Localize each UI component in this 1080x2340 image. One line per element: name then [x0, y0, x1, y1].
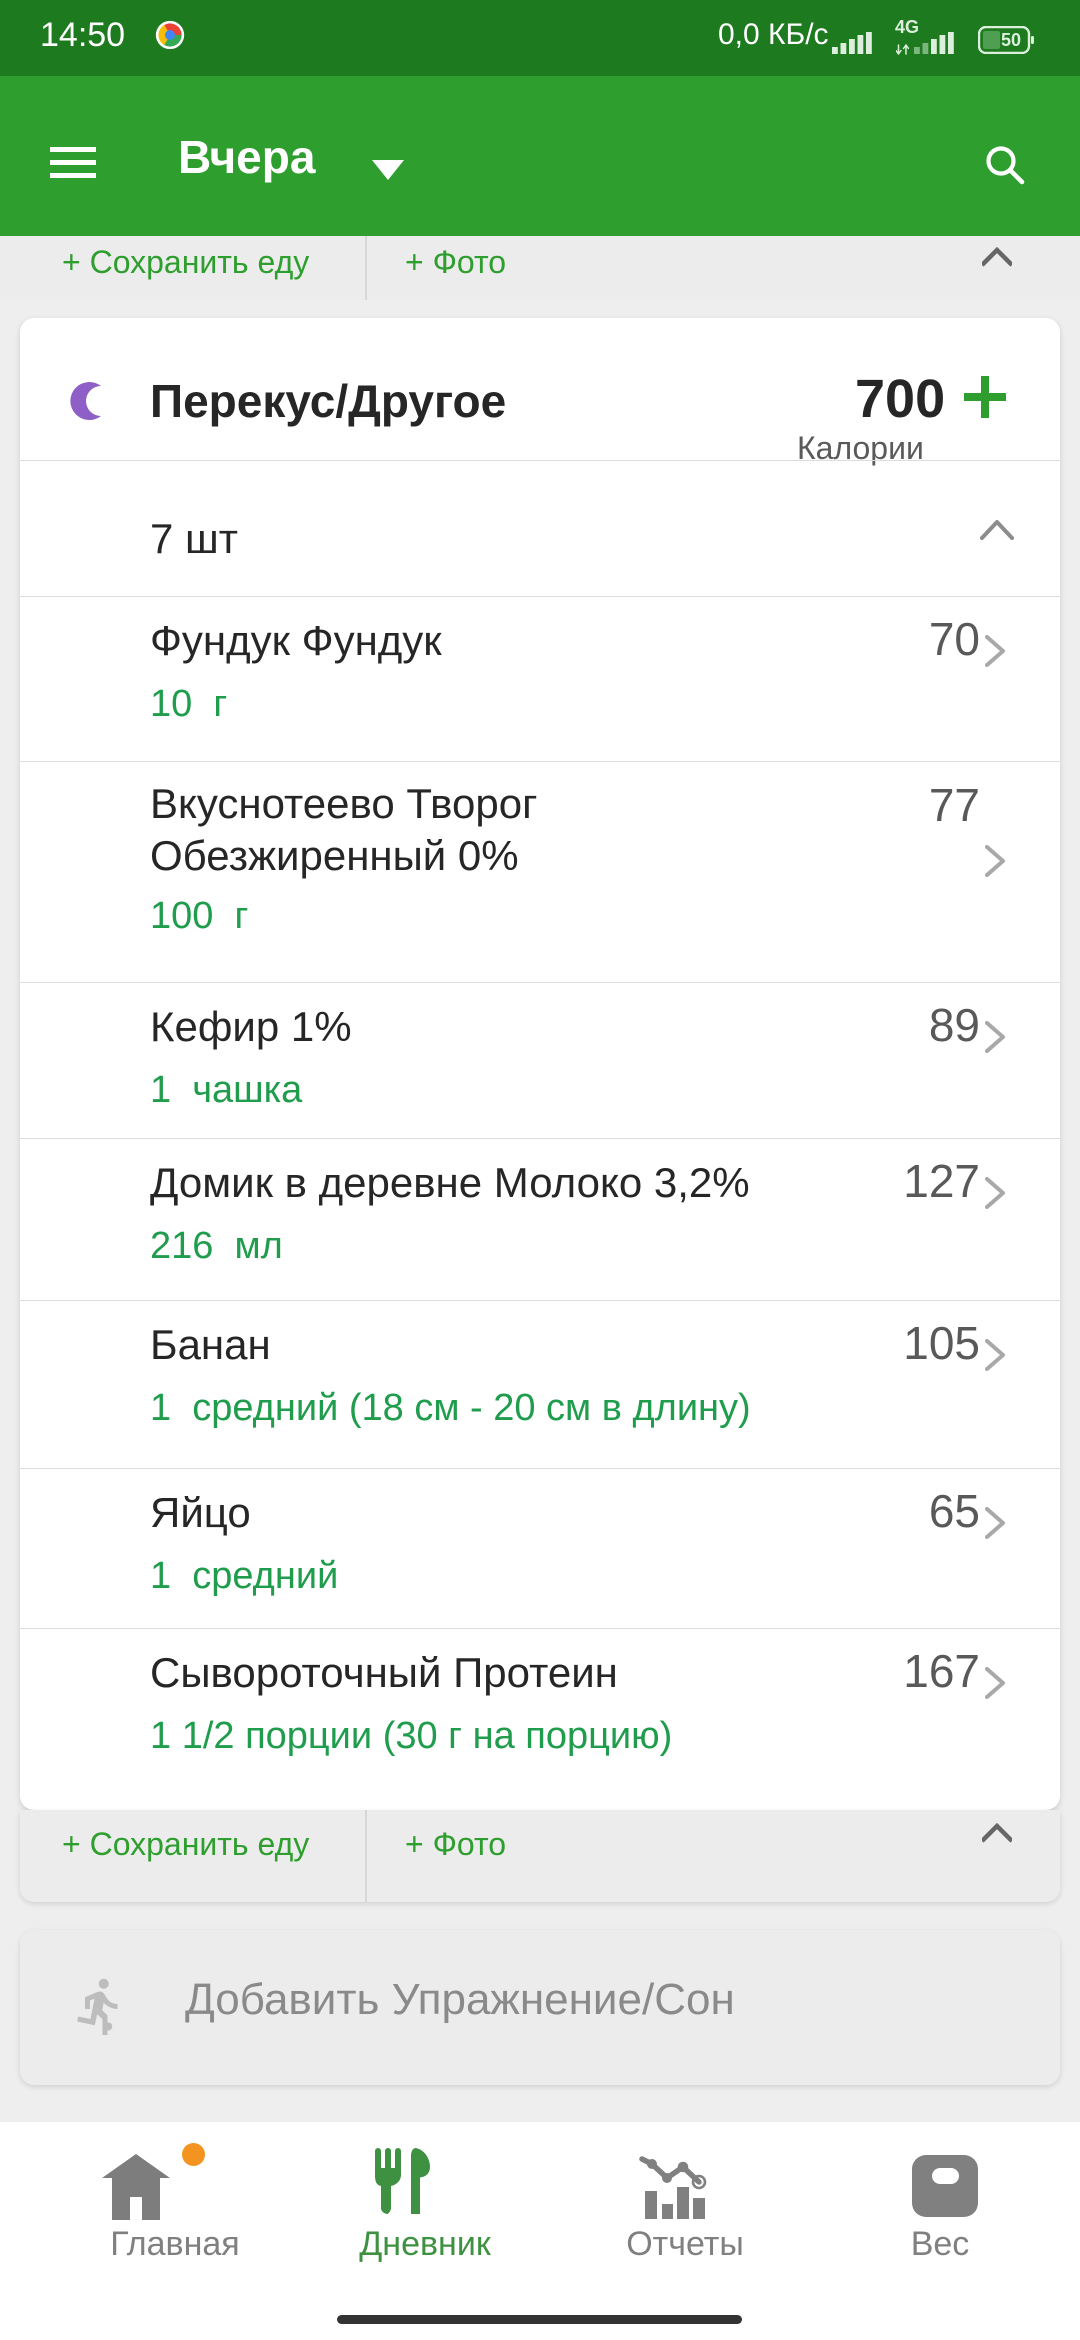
- svg-text:50: 50: [1001, 30, 1021, 50]
